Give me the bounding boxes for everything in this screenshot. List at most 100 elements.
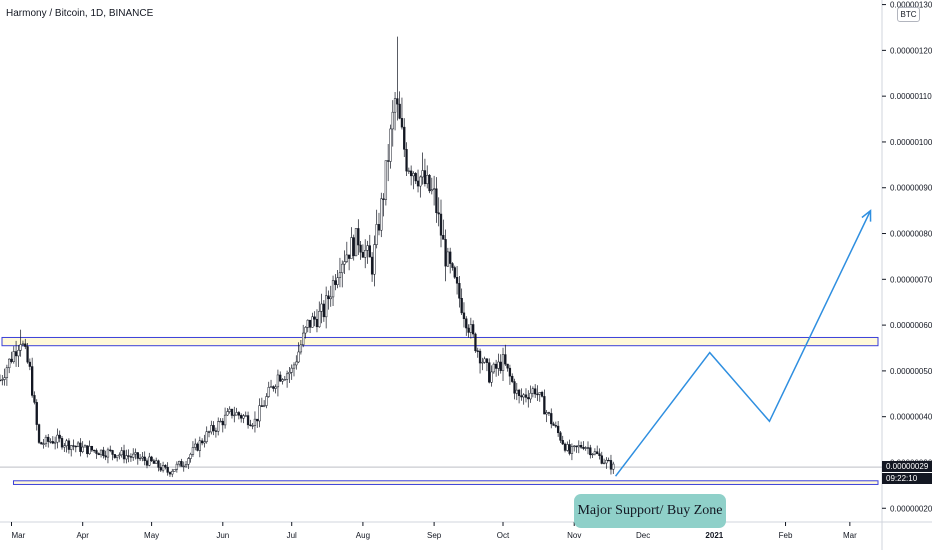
countdown-tag: 09:22:10 — [882, 473, 932, 485]
candle-down — [113, 454, 116, 458]
candle-down — [527, 397, 530, 400]
candle-down — [67, 440, 71, 450]
candle-down — [575, 445, 578, 448]
candle-up — [42, 443, 45, 445]
candle-down — [511, 375, 514, 382]
candle-up — [106, 449, 110, 458]
candle-up — [446, 251, 450, 267]
support-zone[interactable] — [12, 480, 879, 485]
candle-up — [171, 471, 174, 475]
candle-up — [338, 272, 342, 278]
candle-down — [517, 389, 521, 396]
projection-path[interactable] — [614, 210, 872, 477]
y-tick-label: 0.00000070 — [890, 275, 932, 284]
candle-down — [136, 452, 139, 459]
candle-down — [556, 425, 560, 434]
candle-down — [474, 333, 477, 352]
candle-up — [3, 377, 6, 380]
candle-down — [58, 434, 61, 439]
x-tick-label: Oct — [497, 531, 510, 540]
resistance-zone[interactable] — [1, 336, 879, 347]
candle-up — [325, 295, 328, 318]
candle-up — [184, 464, 188, 467]
candle-down — [322, 303, 326, 318]
candle-up — [426, 174, 429, 185]
candle-down — [150, 456, 153, 462]
candle-down — [60, 438, 64, 448]
candle-up — [253, 418, 257, 426]
candle-up — [182, 465, 185, 468]
candle-down — [403, 126, 406, 150]
candle-up — [138, 457, 142, 460]
candle-down — [315, 319, 319, 328]
candle-up — [228, 408, 231, 412]
candle-down — [607, 459, 610, 462]
candle-down — [586, 447, 590, 449]
candle-up — [391, 111, 394, 130]
candle-up — [226, 411, 229, 416]
x-tick-label: Sep — [427, 531, 442, 540]
candle-down — [589, 447, 592, 456]
candle-down — [237, 412, 241, 416]
y-tick-label: 0.00000100 — [890, 138, 932, 147]
candle-down — [221, 420, 224, 426]
candle-down — [609, 460, 613, 470]
candle-up — [345, 254, 348, 262]
candle-down — [600, 455, 603, 464]
y-tick-label: 0.00000050 — [890, 367, 932, 376]
candle-up — [566, 444, 569, 451]
candle-up — [419, 176, 422, 187]
candle-down — [74, 445, 77, 448]
candle-down — [476, 350, 479, 352]
candle-up — [262, 405, 266, 407]
candle-down — [230, 408, 234, 416]
candle-up — [187, 458, 190, 465]
candle-down — [561, 440, 564, 445]
candle-down — [453, 267, 456, 278]
x-tick-label: May — [144, 531, 159, 540]
candle-up — [269, 386, 273, 388]
candle-down — [579, 445, 583, 448]
candle-up — [189, 454, 192, 459]
candle-up — [366, 245, 369, 251]
x-tick-label: Apr — [76, 531, 89, 540]
candle-down — [93, 449, 96, 452]
candle-up — [336, 277, 339, 285]
candle-down — [37, 424, 41, 443]
candle-down — [513, 381, 516, 394]
candle-up — [389, 128, 392, 162]
buy-zone-annotation[interactable]: Major Support/ Buy Zone — [574, 494, 726, 528]
x-tick-label: Feb — [779, 531, 793, 540]
candle-up — [251, 425, 254, 427]
candle-up — [492, 363, 495, 373]
candle-up — [203, 441, 206, 444]
candle-up — [17, 349, 20, 357]
candle-up — [81, 446, 84, 452]
candle-down — [540, 392, 544, 397]
candle-down — [370, 256, 374, 275]
y-tick-label: 0.00000080 — [890, 230, 932, 239]
candle-up — [19, 344, 22, 351]
candle-up — [283, 379, 286, 381]
candle-down — [0, 379, 2, 382]
candle-down — [478, 350, 482, 364]
y-tick-label: 0.00000110 — [890, 92, 932, 101]
candle-up — [205, 431, 208, 442]
candle-down — [472, 324, 475, 335]
candle-up — [223, 414, 227, 426]
currency-badge[interactable]: BTC — [897, 7, 920, 22]
candle-down — [109, 449, 112, 451]
candle-up — [343, 261, 346, 265]
candle-up — [178, 461, 181, 465]
candle-up — [155, 460, 158, 464]
candle-down — [543, 396, 546, 415]
candle-down — [405, 149, 408, 172]
candle-down — [428, 174, 431, 192]
candle-up — [99, 449, 103, 456]
candle-down — [414, 173, 417, 182]
candle-up — [302, 332, 305, 346]
candle-up — [161, 465, 165, 471]
chart-title: Harmony / Bitcoin, 1D, BINANCE — [6, 8, 154, 19]
candle-up — [88, 445, 91, 455]
